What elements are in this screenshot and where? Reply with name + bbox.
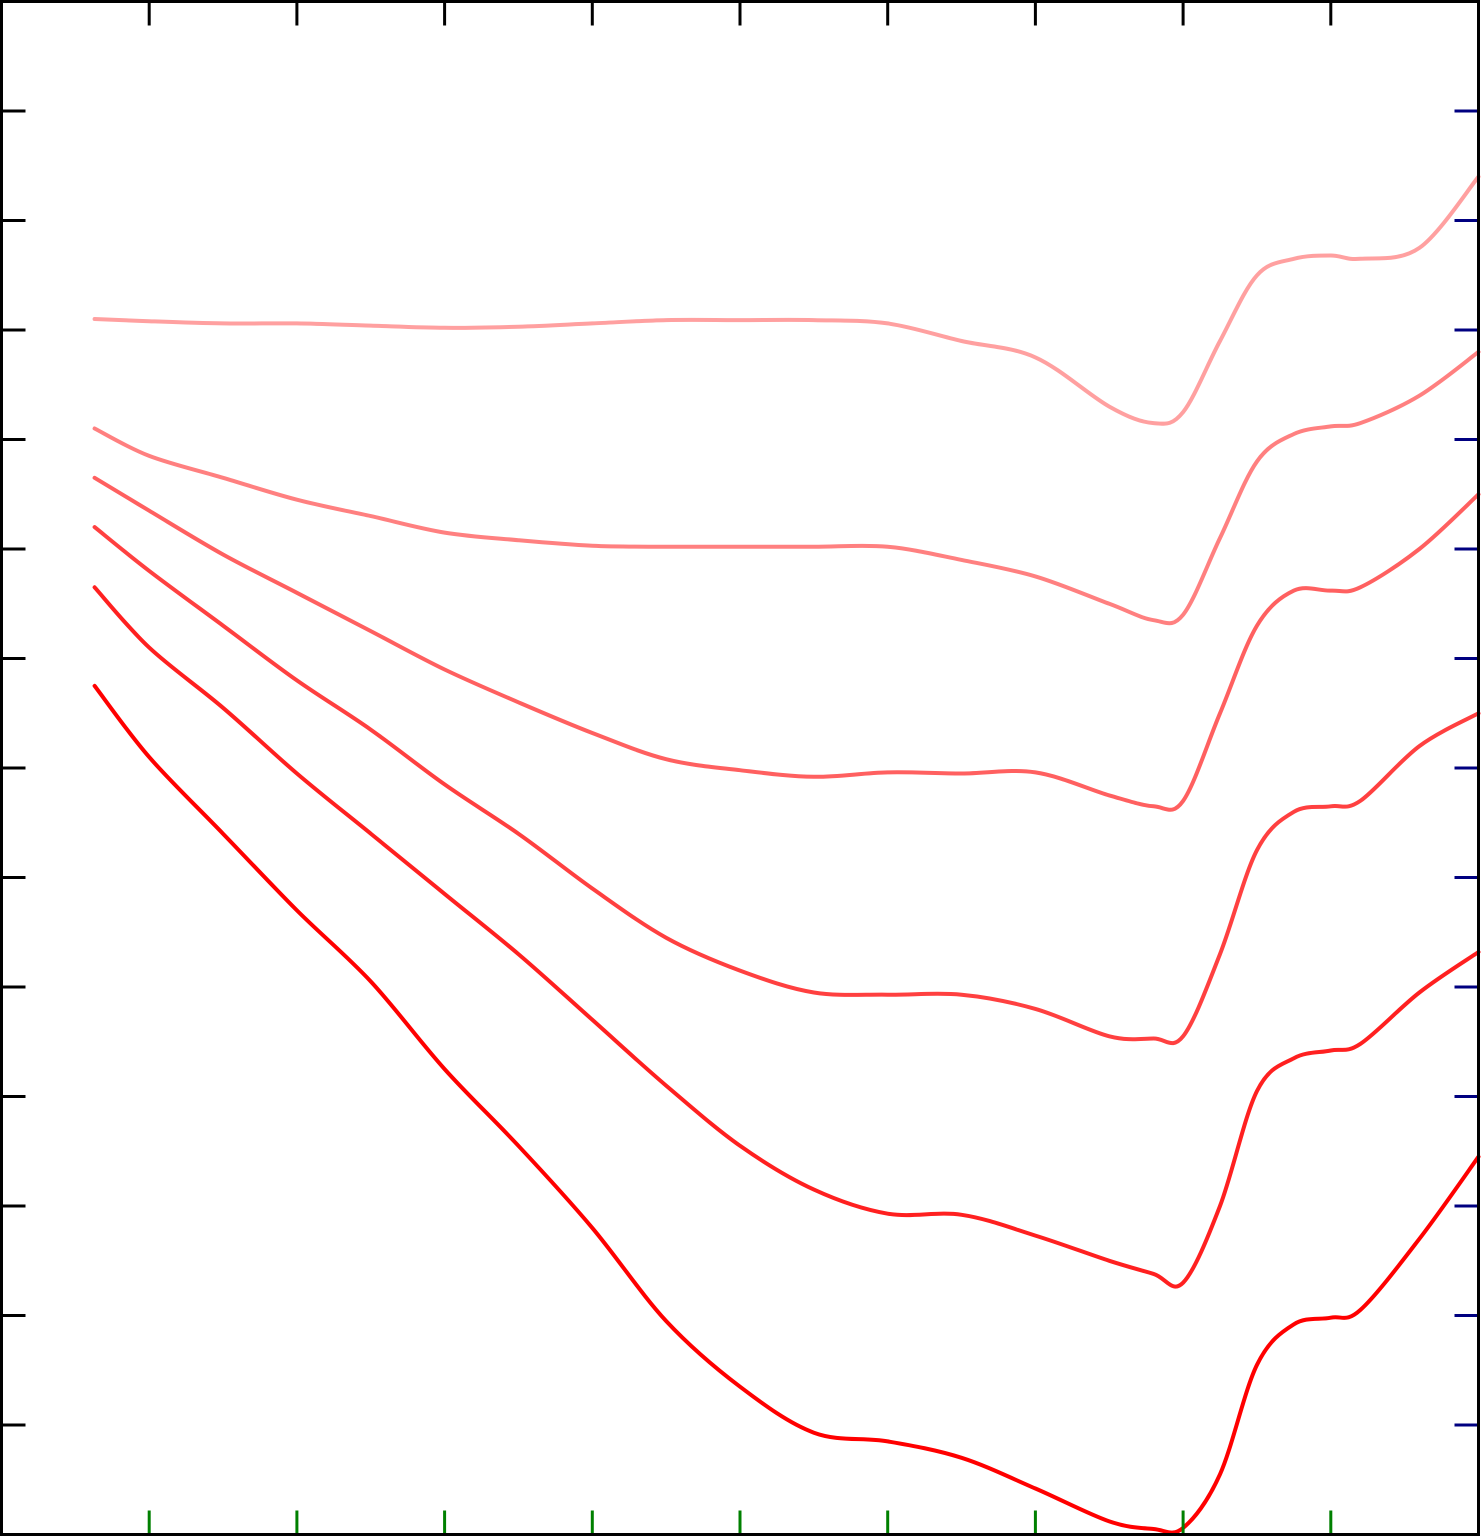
series-line-4 [92, 525, 1481, 1046]
series-line-6 [92, 683, 1481, 1535]
series-line-5 [92, 585, 1481, 1289]
series-line-2 [92, 349, 1481, 626]
series-line-1 [92, 174, 1481, 426]
series-layer [92, 174, 1481, 1535]
series-line-3 [92, 475, 1481, 812]
